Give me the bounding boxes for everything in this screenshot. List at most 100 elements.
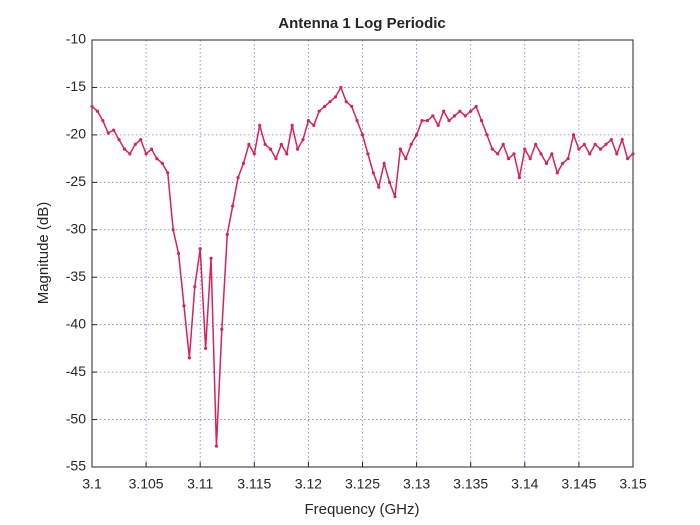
x-tick-label: 3.11 xyxy=(187,476,213,492)
data-point xyxy=(474,104,478,109)
data-point xyxy=(512,152,516,156)
data-point xyxy=(415,133,419,137)
data-point xyxy=(544,161,549,165)
data-point xyxy=(182,304,186,308)
data-point xyxy=(339,85,343,90)
data-point xyxy=(387,180,392,184)
data-point xyxy=(128,152,132,156)
axes-box xyxy=(91,39,634,468)
data-point xyxy=(366,152,370,156)
data-point xyxy=(214,444,219,448)
y-tick-label: -15 xyxy=(66,78,86,94)
data-point xyxy=(582,142,586,146)
data-point xyxy=(333,95,338,99)
x-tick-label: 3.12 xyxy=(295,476,322,492)
data-point xyxy=(187,356,191,360)
y-tick-label: -25 xyxy=(66,173,86,189)
data-point xyxy=(306,119,310,123)
data-point xyxy=(176,251,181,256)
chart-title: Antenna 1 Log Periodic xyxy=(278,15,446,32)
data-point xyxy=(431,114,435,118)
data-point xyxy=(555,171,559,175)
data-point xyxy=(615,152,619,156)
data-point xyxy=(393,194,397,199)
data-point xyxy=(90,104,94,109)
data-point xyxy=(409,142,413,146)
data-point xyxy=(490,147,494,151)
x-tick-label: 3.15 xyxy=(619,476,646,492)
data-point xyxy=(496,152,500,156)
data-point xyxy=(323,104,327,109)
data-point xyxy=(371,171,375,175)
data-point xyxy=(285,152,289,156)
data-point xyxy=(312,123,316,127)
data-point xyxy=(155,157,159,161)
data-point xyxy=(344,100,348,104)
data-point xyxy=(463,114,467,118)
y-tick-label: -50 xyxy=(66,410,86,426)
data-point xyxy=(95,109,100,113)
data-point xyxy=(604,142,608,146)
data-point xyxy=(436,123,440,127)
data-point xyxy=(268,147,273,151)
data-point xyxy=(566,157,570,161)
x-tick-label: 3.145 xyxy=(561,476,596,492)
y-tick-label: -20 xyxy=(66,126,86,142)
data-point xyxy=(149,147,154,151)
data-point xyxy=(133,142,137,146)
x-tick-label: 3.1 xyxy=(82,476,102,492)
data-point xyxy=(517,175,521,180)
data-point xyxy=(258,123,262,127)
data-point xyxy=(220,327,224,332)
data-point xyxy=(404,157,408,161)
data-point xyxy=(247,142,251,146)
data-point xyxy=(360,133,365,137)
data-point xyxy=(571,133,576,137)
data-point xyxy=(101,119,105,123)
data-point xyxy=(377,185,381,189)
x-tick-label: 3.125 xyxy=(345,476,380,492)
data-point xyxy=(523,147,527,151)
y-tick-label: -45 xyxy=(66,363,86,379)
x-tick-label: 3.14 xyxy=(511,476,538,492)
data-point xyxy=(620,138,624,142)
x-tick-label: 3.105 xyxy=(129,476,164,492)
data-point xyxy=(506,157,511,161)
x-tick-label: 3.135 xyxy=(453,476,488,492)
data-point xyxy=(539,152,543,156)
data-point xyxy=(171,228,175,232)
x-axis-label: Frequency (GHz) xyxy=(304,501,419,518)
data-point xyxy=(274,157,278,161)
x-tick-label: 3.115 xyxy=(237,476,271,492)
data-point xyxy=(279,142,283,146)
data-point xyxy=(263,142,267,146)
data-point xyxy=(609,138,613,142)
data-point xyxy=(241,161,246,165)
data-point xyxy=(425,119,430,123)
data-point xyxy=(328,100,332,104)
data-point xyxy=(209,256,213,260)
data-point xyxy=(144,152,148,156)
data-point xyxy=(231,204,235,208)
y-tick-label: -10 xyxy=(66,31,86,47)
data-point xyxy=(204,346,208,350)
data-point xyxy=(350,104,354,109)
data-point xyxy=(398,147,402,151)
data-point xyxy=(317,109,321,113)
y-tick-label: -55 xyxy=(66,458,86,474)
y-tick-label: -35 xyxy=(66,268,86,284)
data-point xyxy=(593,142,597,146)
data-point xyxy=(166,171,170,175)
data-point xyxy=(236,175,240,180)
data-point xyxy=(122,147,127,151)
data-point xyxy=(447,119,451,123)
data-point xyxy=(106,131,110,135)
x-tick-label: 3.13 xyxy=(403,476,430,492)
data-point xyxy=(452,114,457,118)
y-tick-label: -40 xyxy=(66,315,86,331)
data-point xyxy=(442,109,446,113)
y-axis-label: Magnitude (dB) xyxy=(35,202,52,305)
data-point xyxy=(588,152,592,156)
